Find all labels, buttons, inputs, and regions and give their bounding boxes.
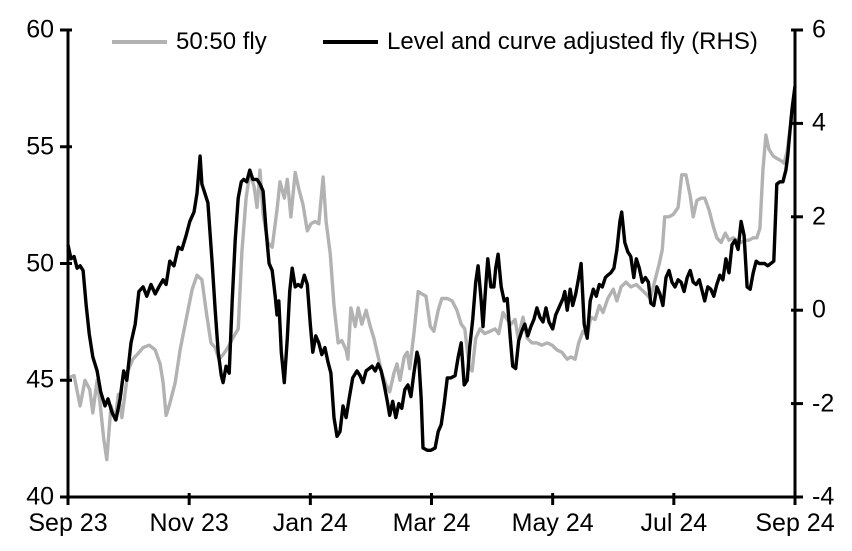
x-axis-tick-label: Mar 24 (392, 509, 471, 537)
x-axis-tick-label: May 24 (511, 509, 594, 537)
left-axis-tick-label: 50 (26, 249, 54, 277)
right-axis-tick-label: -4 (812, 482, 835, 511)
chart-legend: 50:50 fly Level and curve adjusted fly (… (0, 30, 852, 64)
legend-label-adjusted-fly: Level and curve adjusted fly (RHS) (387, 28, 758, 55)
black-line-swatch (323, 40, 378, 44)
right-axis-tick-label: -2 (812, 389, 835, 418)
series-line-adjusted-fly (66, 85, 797, 452)
x-axis-tick-label: Sep 24 (755, 509, 835, 537)
right-axis-tick-label: 4 (812, 108, 826, 137)
x-axis-tick-label: Nov 23 (149, 509, 229, 537)
left-axis-tick-label: 55 (26, 132, 54, 161)
legend-entry-5050-fly: 50:50 fly (112, 30, 267, 54)
x-axis-tick-label: Sep 23 (28, 509, 108, 537)
right-axis-tick-label: 0 (812, 295, 826, 324)
series-line-5050-fly (67, 111, 797, 462)
left-axis-tick-label: 60 (26, 15, 54, 44)
legend-entry-adjusted-fly: Level and curve adjusted fly (RHS) (323, 30, 758, 54)
right-axis-tick-label: 2 (812, 202, 826, 231)
left-axis-tick-label: 40 (26, 482, 54, 511)
right-axis-tick-label: 6 (812, 15, 826, 44)
legend-label-5050-fly: 50:50 fly (176, 28, 267, 55)
x-axis-tick-label: Jul 24 (640, 509, 708, 537)
gray-line-swatch (112, 40, 167, 44)
left-axis-tick-label: 45 (26, 365, 54, 394)
x-axis-tick-label: Jan 24 (272, 509, 348, 537)
